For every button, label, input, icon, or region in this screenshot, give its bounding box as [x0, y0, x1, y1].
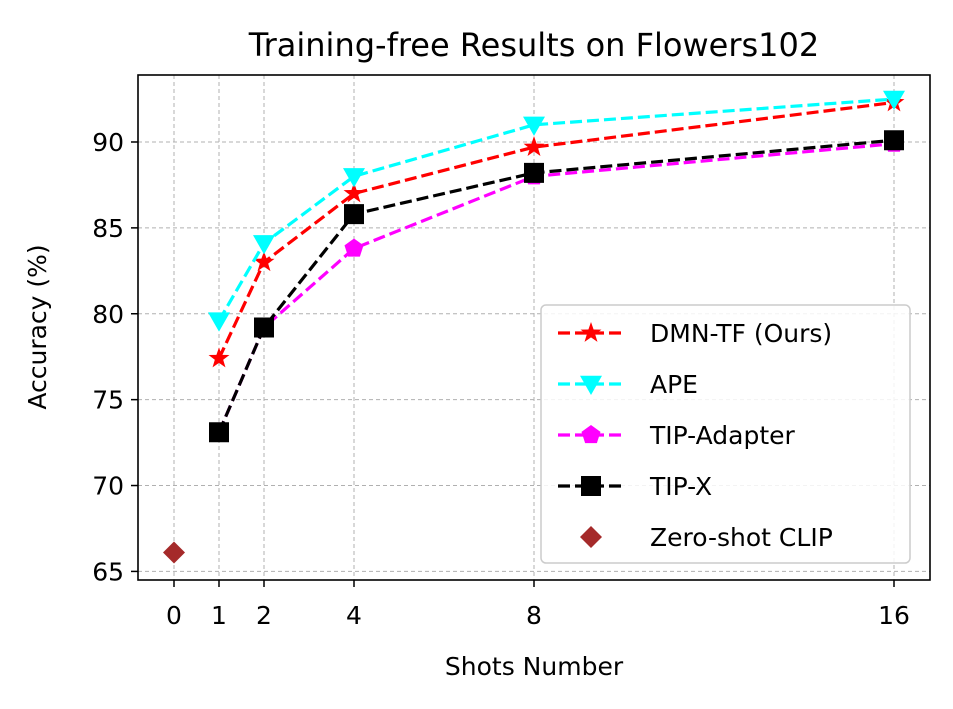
legend-marker — [580, 375, 602, 395]
y-tick-label: 70 — [92, 472, 124, 501]
data-point — [524, 162, 544, 183]
data-point — [209, 422, 229, 443]
data-point — [253, 235, 275, 255]
series-line — [217, 97, 895, 322]
data-point — [343, 168, 365, 188]
y-tick-label: 85 — [92, 214, 124, 243]
x-tick-label: 2 — [256, 601, 272, 630]
data-point — [523, 136, 545, 157]
series-tip-x — [209, 130, 904, 443]
x-axis-label: Shots Number — [445, 652, 624, 681]
data-point — [253, 251, 275, 272]
legend-item-dmn-tf-ours: DMN-TF (Ours) — [558, 319, 832, 348]
series-line — [217, 100, 895, 360]
legend-marker — [581, 425, 601, 444]
legend-label: TIP-Adapter — [649, 421, 796, 450]
y-tick-label: 90 — [92, 128, 124, 157]
legend: DMN-TF (Ours) APE TIP-Adapter TIP-X Zero-sho… — [540, 304, 911, 564]
legend-marker — [580, 322, 602, 342]
data-point — [208, 347, 230, 368]
data-point — [884, 130, 904, 151]
data-point — [208, 312, 230, 332]
legend-item-tip-x: TIP-X — [558, 472, 712, 501]
data-point — [343, 182, 365, 203]
chart-series — [163, 90, 905, 564]
legend-marker — [581, 476, 601, 496]
x-tick-label: 16 — [878, 601, 910, 630]
x-tick-label: 1 — [211, 601, 227, 630]
legend-marker — [580, 526, 602, 548]
legend-label: APE — [650, 370, 698, 399]
data-point — [523, 116, 545, 136]
x-tick-label: 0 — [166, 601, 182, 630]
y-axis-label: Accuracy (%) — [23, 244, 52, 409]
legend-box — [540, 304, 911, 564]
legend-item-zero-shot-clip: Zero-shot CLIP — [580, 523, 833, 552]
x-tick-label: 8 — [526, 601, 542, 630]
data-point — [344, 204, 364, 225]
y-tick-label: 80 — [92, 300, 124, 329]
x-tick-label: 4 — [346, 601, 362, 630]
legend-item-tip-adapter: TIP-Adapter — [558, 421, 796, 450]
y-tick-label: 75 — [92, 386, 124, 415]
axis-ticks: 0 1 2 4 8 16 65 70 75 80 85 90 — [92, 128, 910, 630]
chart-title: Training-free Results on Flowers102 — [248, 26, 819, 64]
y-tick-label: 65 — [92, 557, 124, 586]
legend-label: TIP-X — [649, 472, 712, 501]
data-point — [254, 317, 274, 338]
legend-item-ape: APE — [558, 370, 698, 399]
series-zero-shot-clip — [163, 541, 185, 564]
data-point — [344, 238, 364, 257]
legend-label: DMN-TF (Ours) — [650, 319, 832, 348]
data-point — [883, 90, 905, 111]
series-ape — [208, 90, 905, 332]
legend-label: Zero-shot CLIP — [650, 523, 833, 552]
data-point — [163, 541, 185, 564]
